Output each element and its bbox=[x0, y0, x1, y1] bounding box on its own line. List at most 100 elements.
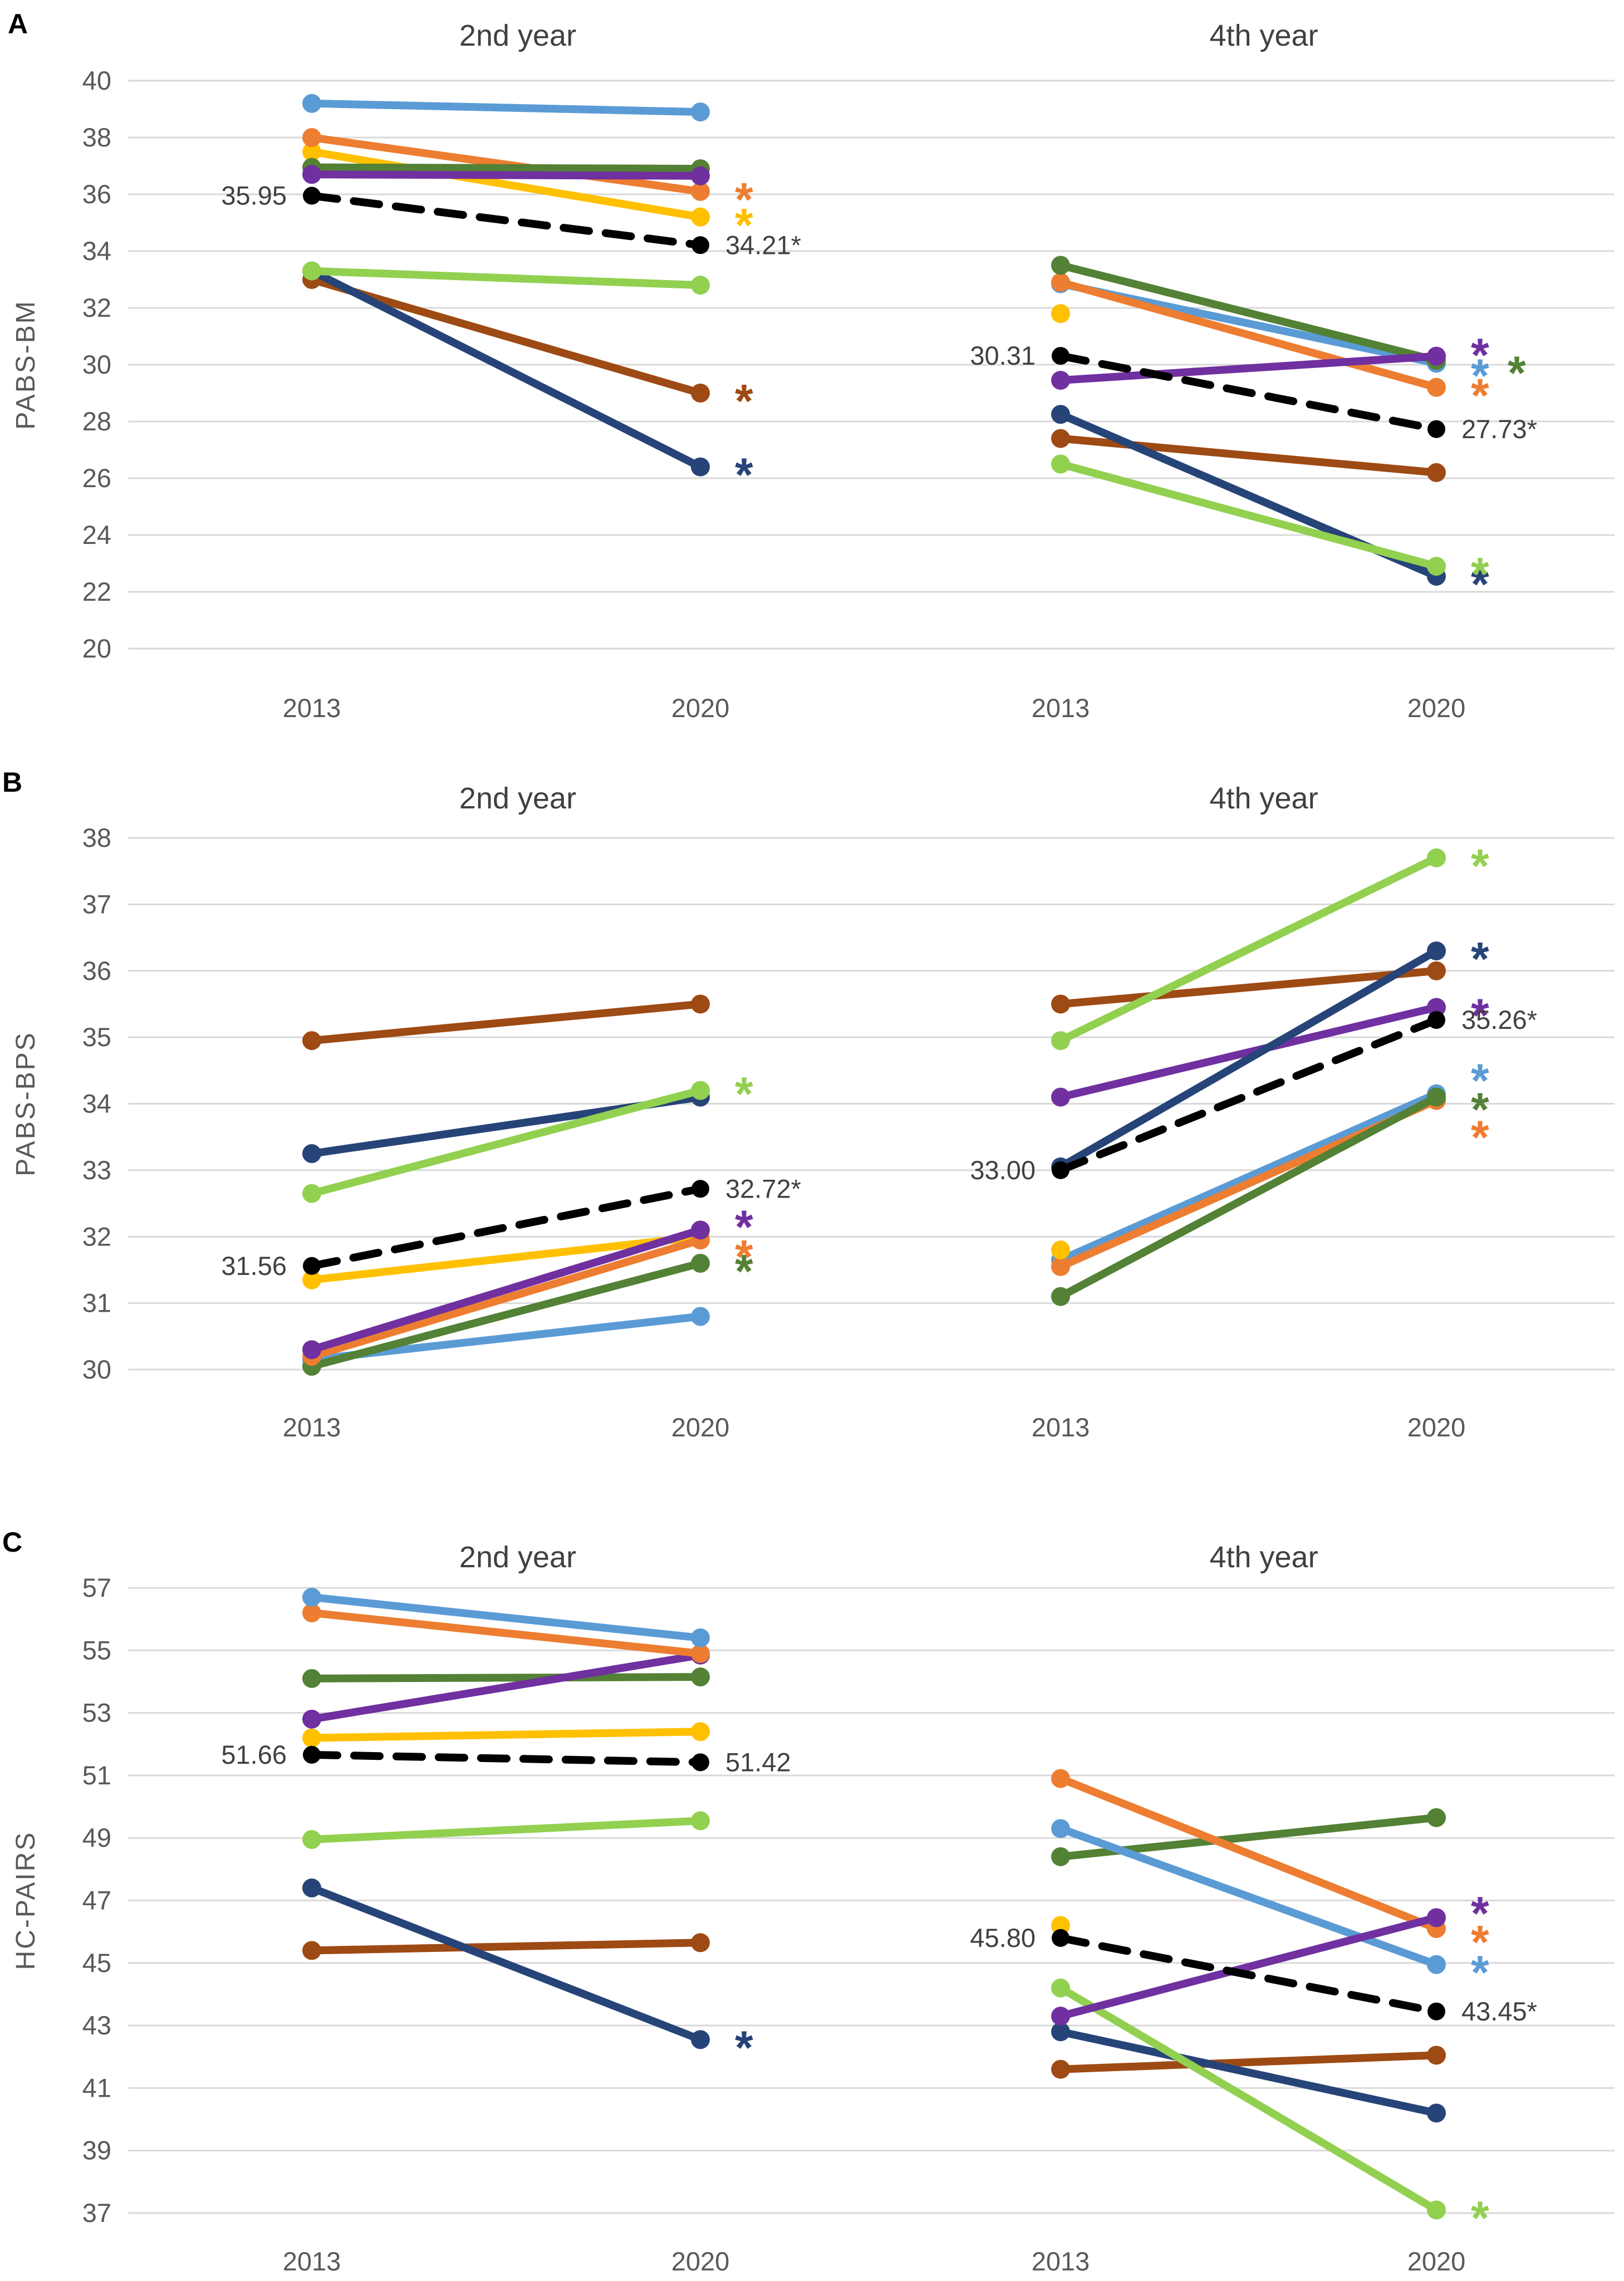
mean-end-label: 35.26* bbox=[1461, 1005, 1537, 1034]
chart-C-2nd-year: 2nd year 2013 2020 * 51.66 51.42 bbox=[221, 1541, 791, 2276]
significance-asterisk: * bbox=[1471, 548, 1489, 600]
x-tick-label: 2020 bbox=[671, 693, 730, 723]
data-point bbox=[302, 1603, 321, 1622]
series-line-light_green bbox=[308, 267, 704, 290]
significance-asterisk: * bbox=[735, 375, 753, 427]
data-point bbox=[1427, 346, 1446, 366]
data-point bbox=[691, 1628, 710, 1647]
data-point bbox=[691, 236, 709, 254]
series-brown bbox=[302, 1933, 710, 1960]
series-light_green: * bbox=[1051, 840, 1489, 1051]
series-line-light_green bbox=[308, 1817, 704, 1844]
series-light_green: * bbox=[1051, 1978, 1489, 2244]
series-purple bbox=[302, 165, 710, 185]
x-tick-label: 2013 bbox=[1032, 693, 1090, 723]
data-point bbox=[302, 1830, 321, 1850]
data-point bbox=[1051, 1847, 1070, 1866]
y-tick-label: 31 bbox=[82, 1288, 111, 1318]
data-point bbox=[1051, 1769, 1070, 1788]
series-dark_blue: * bbox=[1051, 405, 1489, 610]
y-tick-label: 26 bbox=[82, 463, 111, 493]
series-yellow bbox=[1051, 304, 1070, 323]
series-line-yellow bbox=[308, 1233, 704, 1284]
data-point bbox=[1051, 1240, 1070, 1260]
data-point bbox=[302, 1669, 321, 1688]
data-point bbox=[1051, 1916, 1070, 1935]
significance-asterisk: * bbox=[735, 449, 753, 501]
data-point bbox=[1052, 1929, 1069, 1947]
data-point bbox=[302, 1270, 321, 1289]
data-point bbox=[691, 182, 710, 201]
significance-asterisk: * bbox=[735, 1230, 753, 1283]
significance-asterisk: * bbox=[1471, 369, 1489, 421]
x-tick-label: 2013 bbox=[1032, 2246, 1090, 2276]
data-point bbox=[691, 1081, 710, 1100]
series-line-brown bbox=[1057, 2051, 1440, 2073]
series-purple: * bbox=[302, 1200, 753, 1360]
series-light_green bbox=[302, 1811, 710, 1850]
y-tick-label: 55 bbox=[82, 1635, 111, 1665]
data-point bbox=[691, 1753, 709, 1772]
data-point bbox=[303, 187, 321, 205]
y-tick-label: 45 bbox=[82, 1948, 111, 1978]
data-point bbox=[302, 1031, 321, 1051]
series-dark_green: * bbox=[1051, 1083, 1489, 1306]
data-point bbox=[1051, 405, 1070, 424]
data-point bbox=[1427, 2200, 1446, 2220]
data-point bbox=[1427, 1087, 1446, 1107]
data-point bbox=[691, 384, 710, 403]
series-mean: 30.31 27.73* bbox=[970, 341, 1537, 444]
data-point bbox=[691, 994, 710, 1014]
series-line-dark_green bbox=[308, 163, 704, 173]
x-tick-label: 2013 bbox=[283, 1412, 341, 1442]
data-point bbox=[1427, 377, 1446, 397]
chart-title: 4th year bbox=[1209, 782, 1318, 815]
y-tick-label: 20 bbox=[82, 634, 111, 663]
data-point bbox=[691, 1220, 710, 1240]
significance-asterisk: * bbox=[1471, 933, 1489, 985]
data-point bbox=[302, 1144, 321, 1164]
data-point bbox=[691, 1722, 710, 1742]
mean-end-label: 43.45* bbox=[1461, 1997, 1537, 2026]
y-axis-title: PABS-BM bbox=[11, 300, 41, 429]
data-point bbox=[1051, 371, 1070, 390]
panel-B: 38 37 36 35 34 33 32 31 30 B PABS-BPS 2nd year 2013 2… bbox=[2, 767, 1615, 1442]
series-dark_blue: * bbox=[302, 1878, 753, 2073]
series-orange: * bbox=[1051, 1769, 1489, 1968]
series-line-light_green bbox=[1057, 1984, 1440, 2214]
chart-title: 2nd year bbox=[459, 19, 576, 52]
series-yellow: * bbox=[302, 142, 753, 251]
x-tick-label: 2020 bbox=[1407, 693, 1466, 723]
significance-asterisk: * bbox=[1471, 2191, 1489, 2244]
mean-end-label: 51.42 bbox=[725, 1747, 791, 1777]
y-tick-label: 22 bbox=[82, 577, 111, 606]
data-point bbox=[302, 1340, 321, 1360]
series-line-light_blue bbox=[1057, 1090, 1440, 1264]
series-purple: * bbox=[1051, 329, 1489, 390]
y-tick-label: 35 bbox=[82, 1022, 111, 1052]
series-dark_blue bbox=[302, 1087, 710, 1164]
series-mean: 51.66 51.42 bbox=[221, 1740, 791, 1777]
panel-A: 40 38 36 34 32 30 28 26 24 22 20 A PABS-BM 2nd year 20… bbox=[8, 8, 1615, 723]
data-point bbox=[303, 1745, 321, 1764]
data-point bbox=[691, 1933, 710, 1953]
data-point bbox=[1051, 273, 1070, 292]
series-line-light_green bbox=[1057, 853, 1440, 1045]
data-point bbox=[1051, 256, 1070, 275]
data-point bbox=[302, 128, 321, 147]
y-tick-label: 32 bbox=[82, 293, 111, 322]
series-mean: 45.80 43.45* bbox=[970, 1923, 1537, 2026]
data-point bbox=[1051, 1031, 1070, 1051]
significance-asterisk: * bbox=[735, 1245, 753, 1297]
series-mean: 33.00 35.26* bbox=[970, 1005, 1537, 1185]
mean-line bbox=[308, 192, 704, 249]
mean-line bbox=[1057, 352, 1440, 433]
y-tick-label: 34 bbox=[82, 1089, 111, 1119]
significance-asterisk: * bbox=[735, 199, 753, 251]
series-line-dark_green bbox=[308, 1259, 704, 1371]
significance-asterisk: * bbox=[1471, 1946, 1489, 1999]
data-point bbox=[1051, 429, 1070, 448]
